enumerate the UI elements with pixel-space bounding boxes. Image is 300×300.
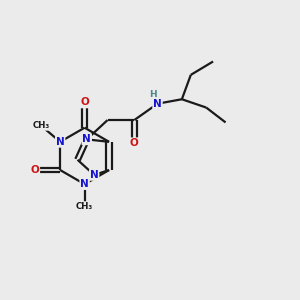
Text: N: N — [80, 179, 89, 189]
Text: O: O — [130, 138, 139, 148]
Text: CH₃: CH₃ — [76, 202, 93, 211]
Text: N: N — [56, 137, 64, 147]
Text: O: O — [80, 98, 89, 107]
Text: N: N — [82, 134, 91, 144]
Text: O: O — [31, 165, 39, 175]
Text: N: N — [90, 170, 98, 180]
Text: N: N — [153, 99, 162, 109]
Text: CH₃: CH₃ — [32, 121, 50, 130]
Text: H: H — [148, 90, 156, 99]
